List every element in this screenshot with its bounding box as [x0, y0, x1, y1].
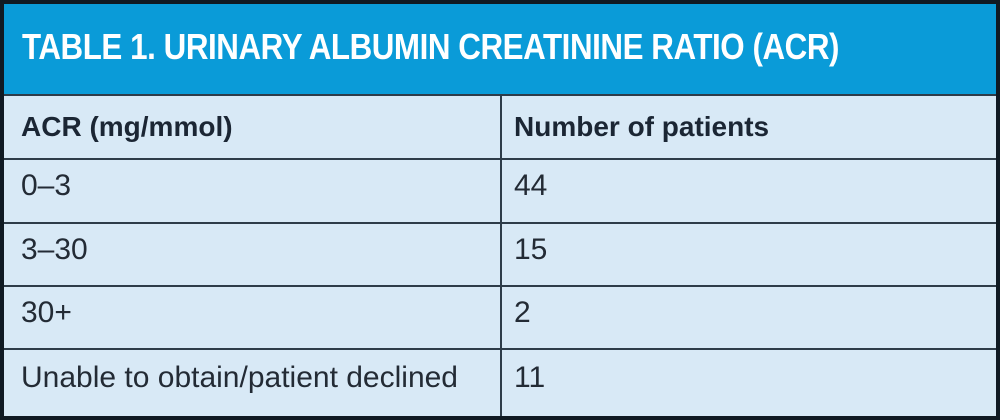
column-header-acr: ACR (mg/mmol)	[4, 94, 500, 158]
table-title-bar: TABLE 1. URINARY ALBUMIN CREATININE RATI…	[4, 4, 996, 94]
column-header-patients: Number of patients	[500, 94, 996, 158]
table-row-0-patients: 44	[500, 158, 996, 222]
table-row-3-acr: Unable to obtain/patient declined	[4, 348, 500, 416]
table-row-3-patients: 11	[500, 348, 996, 416]
table-row-1-patients: 15	[500, 222, 996, 285]
table-row-0-acr: 0–3	[4, 158, 500, 222]
table-row-2-patients: 2	[500, 285, 996, 348]
table-row-2-acr: 30+	[4, 285, 500, 348]
table-row-1-acr: 3–30	[4, 222, 500, 285]
data-table: ACR (mg/mmol) Number of patients 0–3 44 …	[4, 94, 996, 416]
table-title: TABLE 1. URINARY ALBUMIN CREATININE RATI…	[22, 26, 840, 67]
